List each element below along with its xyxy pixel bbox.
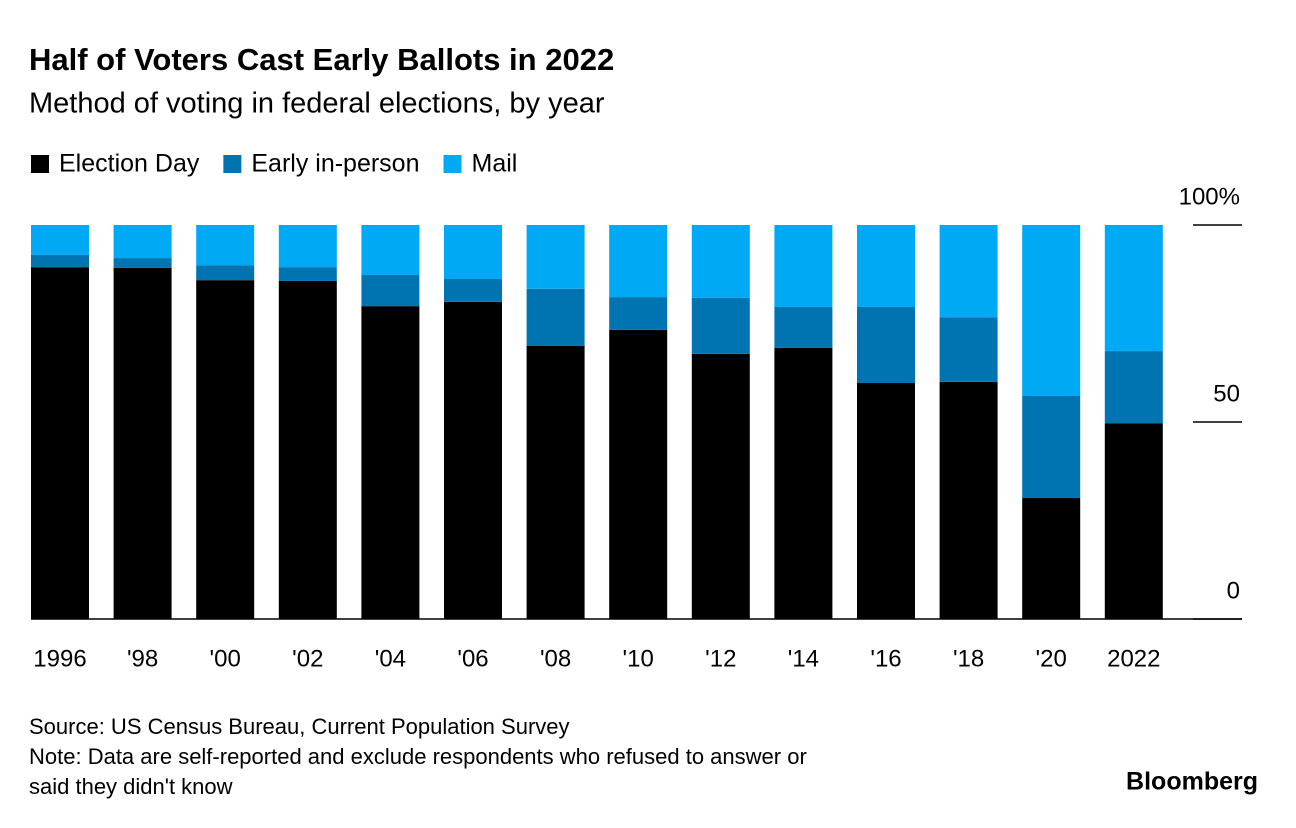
bar-segment bbox=[361, 225, 420, 276]
x-tick-label: '12 bbox=[705, 645, 736, 672]
bar-segment bbox=[857, 382, 915, 619]
bar-segment bbox=[526, 345, 585, 619]
bar-segment bbox=[361, 275, 420, 307]
bar-segment bbox=[1022, 498, 1081, 619]
bar-segment bbox=[1104, 423, 1163, 619]
bar-segment bbox=[1104, 351, 1163, 424]
x-tick-label: '00 bbox=[210, 645, 241, 672]
bar-segment bbox=[526, 288, 585, 346]
legend-label: Early in-person bbox=[251, 150, 419, 178]
bar-segment bbox=[113, 225, 172, 259]
source: Source: US Census Bureau, Current Popula… bbox=[29, 714, 570, 739]
bar-segment bbox=[278, 267, 337, 281]
bar-segment bbox=[113, 258, 172, 268]
brand: Bloomberg bbox=[1126, 768, 1258, 796]
bar-segment bbox=[196, 265, 255, 281]
bar-segment bbox=[526, 225, 585, 289]
bar-segment bbox=[609, 297, 668, 330]
y-tick-label: 100% bbox=[1179, 183, 1240, 210]
bar-segment bbox=[113, 267, 172, 619]
bar-segment bbox=[857, 225, 915, 307]
bar-segment bbox=[1022, 395, 1081, 499]
bar-segment bbox=[1104, 225, 1163, 352]
x-tick-label: '06 bbox=[457, 645, 488, 672]
bar-segment bbox=[609, 225, 668, 298]
note: Note: Data are self-reported and exclude… bbox=[29, 744, 807, 769]
bar-segment bbox=[196, 280, 255, 619]
x-tick-label: 2022 bbox=[1107, 645, 1160, 672]
bar-segment bbox=[691, 225, 750, 298]
chart-title: Half of Voters Cast Early Ballots in 202… bbox=[29, 42, 614, 77]
bar-segment bbox=[857, 306, 915, 383]
y-tick-label: 50 bbox=[1213, 380, 1240, 407]
bar-segment bbox=[774, 225, 833, 307]
bar-segment bbox=[609, 329, 668, 619]
bar-segment bbox=[444, 225, 502, 279]
bar-segment bbox=[774, 347, 833, 619]
chart-subtitle: Method of voting in federal elections, b… bbox=[29, 88, 605, 120]
bar-segment bbox=[31, 225, 89, 255]
bar-segment bbox=[691, 297, 750, 354]
bar-segment bbox=[444, 278, 502, 302]
bar-segment bbox=[31, 254, 89, 268]
x-tick-label: '18 bbox=[953, 645, 984, 672]
bar-segment bbox=[278, 225, 337, 268]
legend-label: Election Day bbox=[59, 150, 200, 178]
y-tick-label: 0 bbox=[1227, 577, 1240, 604]
x-tick-label: '08 bbox=[540, 645, 571, 672]
bar-segment bbox=[939, 317, 998, 382]
bar-segment bbox=[939, 225, 998, 318]
x-tick-label: '10 bbox=[623, 645, 654, 672]
legend-swatch bbox=[443, 155, 462, 173]
x-tick-label: '14 bbox=[788, 645, 819, 672]
x-tick-label: 1996 bbox=[33, 645, 86, 672]
x-tick-label: '16 bbox=[870, 645, 901, 672]
bar-segment bbox=[31, 267, 89, 619]
bar-segment bbox=[691, 353, 750, 619]
legend-label: Mail bbox=[472, 150, 518, 178]
legend-swatch bbox=[31, 155, 49, 173]
legend-swatch bbox=[223, 155, 242, 173]
bar-segment bbox=[196, 225, 255, 266]
bar-segment bbox=[939, 381, 998, 619]
x-tick-label: '20 bbox=[1036, 645, 1067, 672]
bar-segment bbox=[774, 306, 833, 348]
bar-segment bbox=[361, 306, 420, 619]
bar-segment bbox=[278, 280, 337, 619]
x-tick-label: '04 bbox=[375, 645, 406, 672]
bar-segment bbox=[1022, 225, 1081, 396]
x-tick-label: '98 bbox=[127, 645, 158, 672]
note: said they didn't know bbox=[29, 774, 233, 799]
bar-segment bbox=[444, 301, 502, 619]
x-tick-label: '02 bbox=[292, 645, 323, 672]
